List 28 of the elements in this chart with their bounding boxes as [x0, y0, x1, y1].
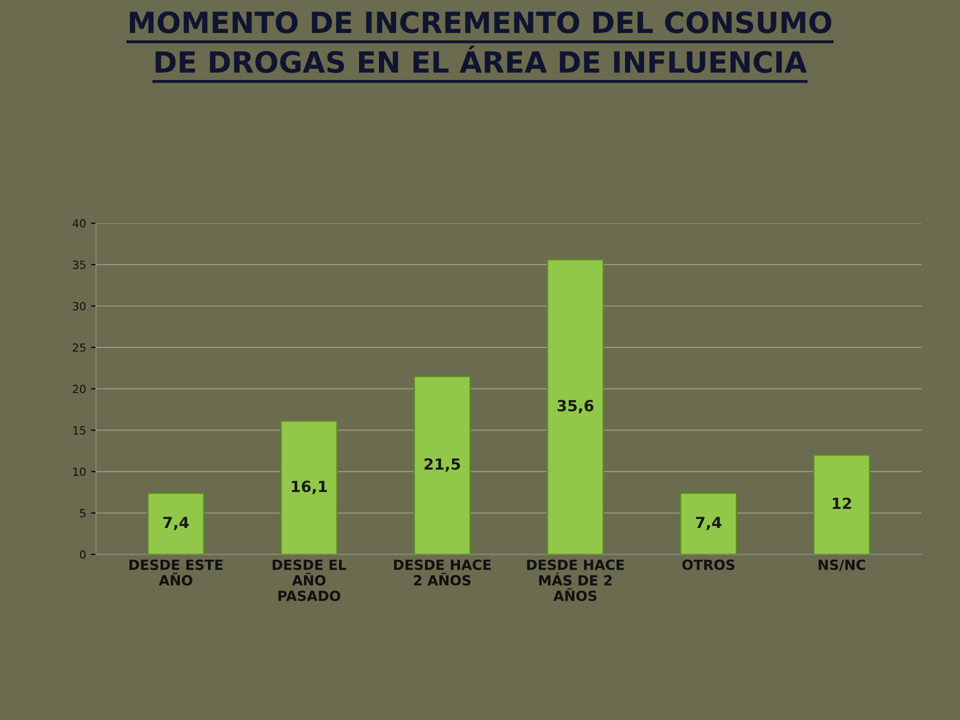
- x-tick-label: OTROS: [682, 560, 734, 570]
- data-label: 21,5: [424, 458, 460, 472]
- x-tick-label: DESDE EL AÑO PASADO: [272, 560, 346, 602]
- bar: [414, 376, 471, 554]
- x-tick-label: DESDE HACE 2 AÑOS: [394, 560, 491, 586]
- y-tick-label: 5: [80, 509, 86, 518]
- bar: [546, 258, 604, 554]
- x-tick-label: DESDE HACE MÁS DE 2 AÑOS: [527, 560, 624, 602]
- chart-title: MOMENTO DE INCREMENTO DEL CONSUMO DE DROGAS EN EL ÁREA DE INFLUENCIA: [130, 11, 832, 74]
- data-label: 16,1: [292, 480, 327, 494]
- y-tick-label: 30: [72, 302, 86, 310]
- bar: [147, 492, 205, 554]
- y-tick-label: 35: [72, 260, 86, 269]
- y-tick-label: 0: [80, 550, 86, 559]
- data-label: 12: [832, 498, 852, 509]
- data-label: 35,6: [558, 400, 594, 414]
- y-tick-label: 25: [72, 343, 86, 352]
- data-label: 7,4: [163, 516, 189, 530]
- y-tick-label: 40: [72, 219, 86, 228]
- y-tick-label: 10: [73, 468, 86, 476]
- x-tick-label: NS/NC: [818, 560, 866, 572]
- y-tick-label: 20: [72, 384, 86, 394]
- bar: [680, 492, 738, 554]
- y-tick-label: 15: [73, 426, 86, 435]
- bar: [813, 454, 870, 554]
- data-label: 7,4: [696, 516, 722, 530]
- bar: [280, 420, 338, 554]
- x-tick-label: DESDE ESTE AÑO: [130, 560, 223, 586]
